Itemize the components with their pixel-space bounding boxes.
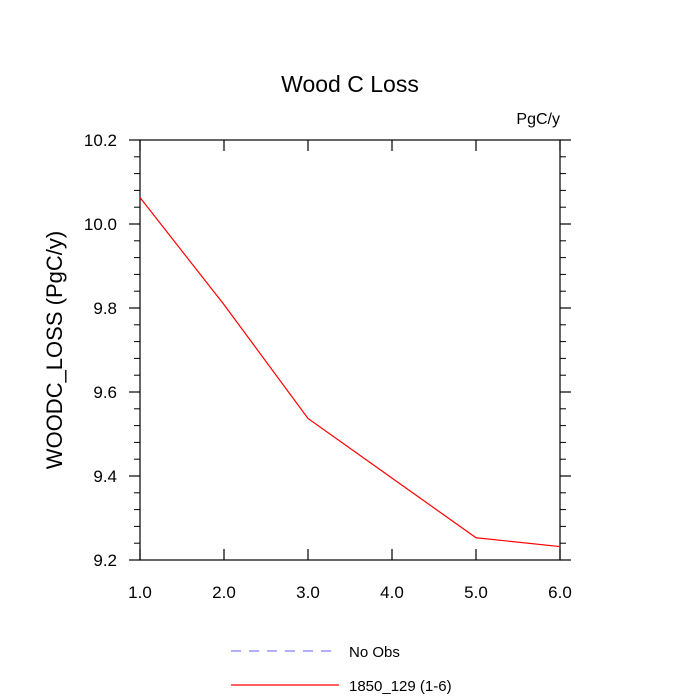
x-tick-label: 4.0 [380,583,404,602]
units-label: PgC/y [516,111,560,128]
y-tick-label: 10.0 [84,215,117,234]
y-tick-label: 9.2 [93,551,117,570]
x-tick-labels: 1.0 2.0 3.0 4.0 5.0 6.0 [128,583,572,602]
major-ticks [129,139,571,561]
x-tick-label: 2.0 [212,583,236,602]
chart-title: Wood C Loss [281,71,419,97]
series-line [139,197,561,548]
y-tick-labels: 9.2 9.4 9.6 9.8 10.0 10.2 [84,131,117,570]
x-tick-label: 6.0 [548,583,572,602]
x-tick-label: 1.0 [128,583,152,602]
x-tick-label: 5.0 [464,583,488,602]
y-tick-label: 9.6 [93,383,117,402]
minor-ticks [134,156,566,544]
series-layer [139,197,561,548]
x-tick-label: 3.0 [296,583,320,602]
legend-label: No Obs [349,644,400,661]
y-tick-label: 10.2 [84,131,117,150]
plot-frame [139,139,561,561]
legend: No Obs 1850_129 (1-6) [231,644,452,695]
y-axis-label: WOODC_LOSS (PgC/y) [42,231,67,469]
y-tick-label: 9.8 [93,299,117,318]
y-tick-label: 9.4 [93,467,117,486]
legend-label: 1850_129 (1-6) [349,678,452,695]
